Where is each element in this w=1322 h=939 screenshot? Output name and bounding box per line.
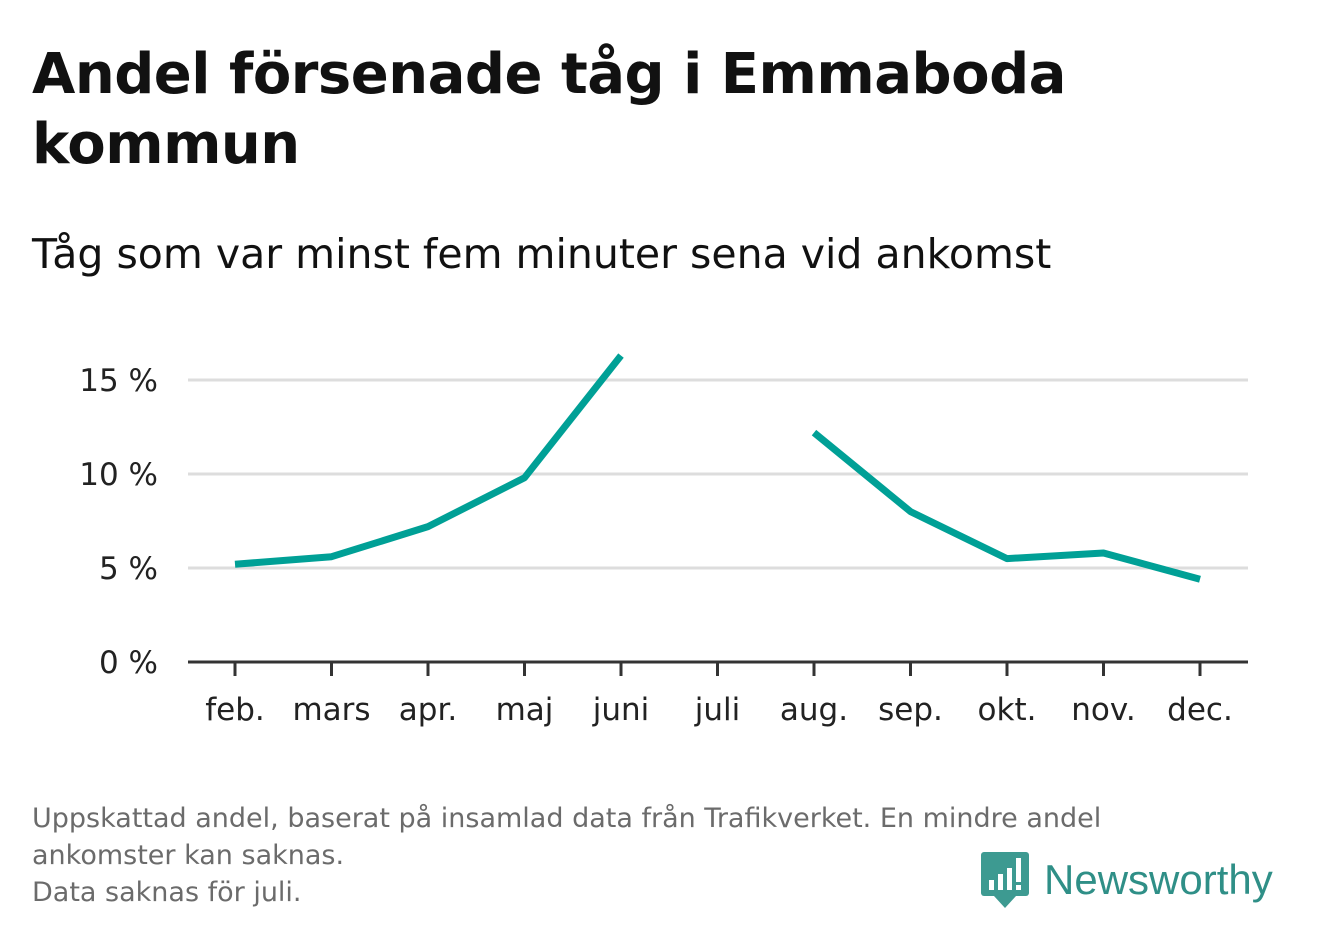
line-chart: 0 % 5 % 10 % 15 % feb. mars apr. maj juni juli au… <box>79 353 1248 728</box>
x-tick-label: okt. <box>978 692 1037 728</box>
chart-subtitle: Tåg som var minst fem minuter sena vid a… <box>32 230 1052 278</box>
series-lines <box>234 353 1201 583</box>
y-axis-labels: 0 % 5 % 10 % 15 % <box>79 363 158 681</box>
series-line-segment <box>811 429 1201 583</box>
x-tick-label: apr. <box>399 692 457 728</box>
footnote: Uppskattad andel, baserat på insamlad da… <box>32 800 1282 911</box>
y-tick-label: 15 % <box>79 363 158 399</box>
y-tick-label: 5 % <box>99 551 158 587</box>
x-tick-label: mars <box>292 692 370 728</box>
x-axis <box>188 660 1248 676</box>
x-tick-label: aug. <box>780 692 848 728</box>
brand-logo: Newsworthy <box>980 848 1273 912</box>
y-tick-label: 0 % <box>99 645 158 681</box>
x-axis-labels: feb. mars apr. maj juni juli aug. sep. okt. nov. d… <box>205 692 1233 728</box>
chart-title: Andel försenade tåg i Emmaboda kommun <box>32 42 1066 177</box>
newsworthy-logo-icon <box>981 852 1029 908</box>
x-tick-label: sep. <box>878 692 943 728</box>
footnote-line-2: ankomster kan saknas. <box>32 840 345 871</box>
footnote-line-1: Uppskattad andel, baserat på insamlad da… <box>32 803 1102 834</box>
x-tick-label: juli <box>694 692 741 728</box>
y-tick-label: 10 % <box>79 457 158 493</box>
series-line-segment <box>234 353 624 568</box>
x-tick-label: feb. <box>205 692 265 728</box>
footnote-line-3: Data saknas för juli. <box>32 877 302 908</box>
x-tick-label: juni <box>592 692 650 728</box>
x-tick-label: nov. <box>1071 692 1135 728</box>
grid-lines <box>188 378 1248 570</box>
brand-name: Newsworthy <box>1044 856 1273 903</box>
x-tick-label: dec. <box>1167 692 1233 728</box>
x-tick-label: maj <box>496 692 554 728</box>
